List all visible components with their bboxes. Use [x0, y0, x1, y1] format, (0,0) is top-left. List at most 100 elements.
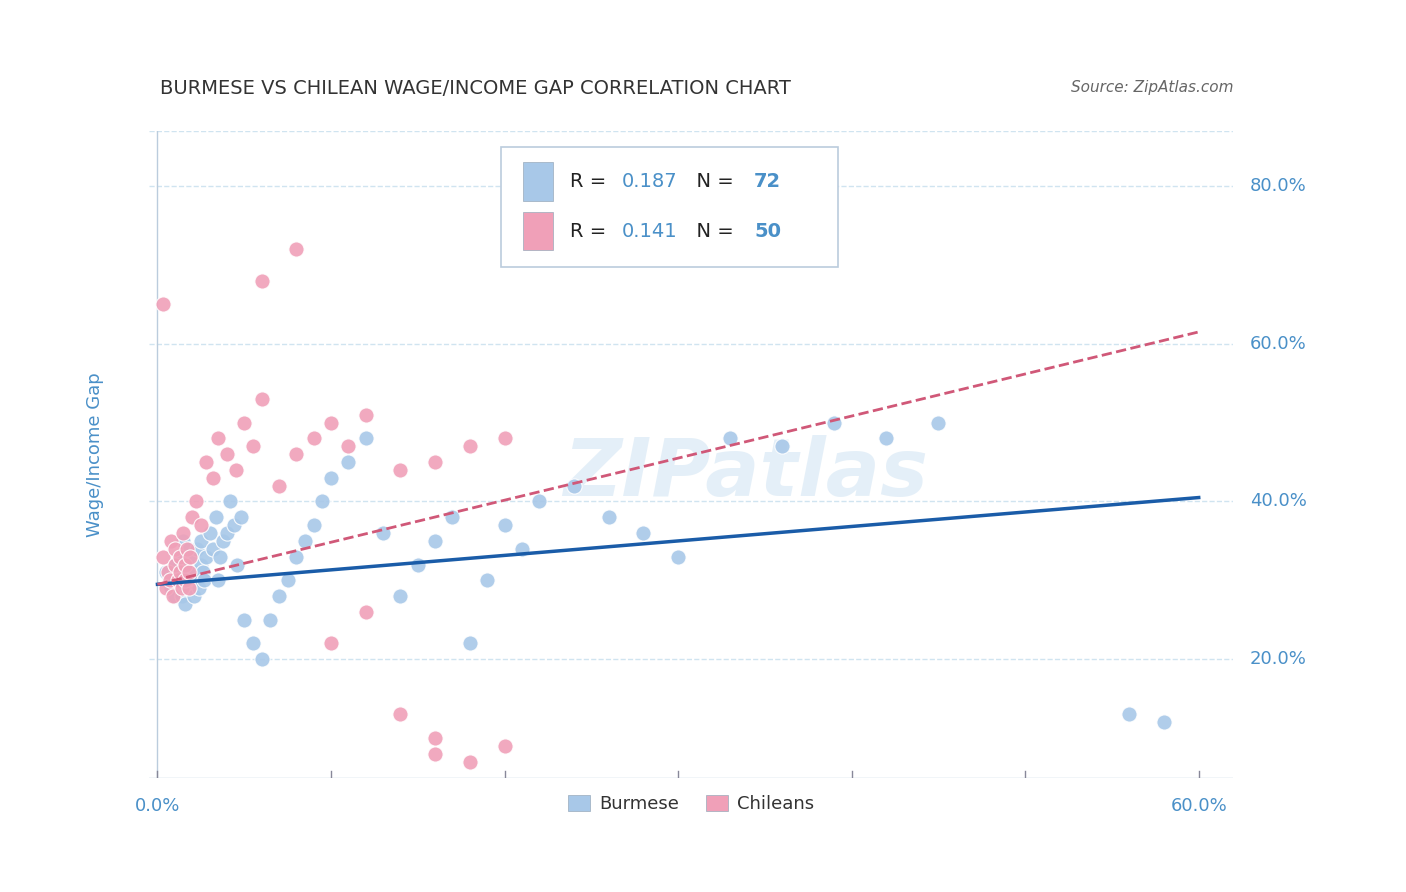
Text: 0.0%: 0.0%	[135, 797, 180, 815]
Point	[184, 574, 207, 588]
Point	[718, 431, 741, 445]
Point	[302, 518, 325, 533]
Point	[598, 510, 620, 524]
Point	[169, 549, 191, 564]
Point	[242, 439, 264, 453]
Text: Source: ZipAtlas.com: Source: ZipAtlas.com	[1071, 80, 1233, 95]
Point	[337, 455, 360, 469]
Point	[319, 636, 342, 650]
Point	[163, 558, 186, 572]
Point	[666, 549, 689, 564]
Point	[494, 431, 516, 445]
Point	[162, 589, 184, 603]
Point	[294, 533, 316, 548]
Point	[458, 755, 481, 769]
Point	[207, 574, 229, 588]
Point	[225, 463, 247, 477]
Point	[250, 274, 273, 288]
Point	[1118, 707, 1140, 722]
FancyBboxPatch shape	[523, 161, 554, 201]
Point	[155, 566, 177, 580]
Point	[181, 549, 204, 564]
Point	[250, 652, 273, 666]
Point	[371, 526, 394, 541]
Text: 0.141: 0.141	[621, 221, 678, 241]
Point	[163, 541, 186, 556]
Point	[173, 574, 195, 588]
Point	[190, 558, 212, 572]
Point	[181, 510, 204, 524]
FancyBboxPatch shape	[502, 147, 838, 267]
Point	[222, 518, 245, 533]
Point	[183, 589, 205, 603]
Text: 60.0%: 60.0%	[1250, 334, 1306, 352]
Point	[177, 566, 200, 580]
Text: 0.187: 0.187	[621, 172, 678, 191]
Point	[267, 589, 290, 603]
Text: 80.0%: 80.0%	[1250, 177, 1306, 195]
Point	[389, 707, 412, 722]
Point	[215, 447, 238, 461]
Point	[201, 541, 224, 556]
Point	[302, 431, 325, 445]
Point	[770, 439, 793, 453]
Point	[233, 613, 256, 627]
Point	[160, 533, 183, 548]
Point	[152, 549, 174, 564]
Text: R =: R =	[569, 221, 612, 241]
Point	[494, 518, 516, 533]
Point	[160, 581, 183, 595]
Point	[176, 541, 198, 556]
Point	[277, 574, 299, 588]
Point	[173, 533, 195, 548]
Text: R =: R =	[569, 172, 612, 191]
Point	[177, 581, 200, 595]
Point	[184, 494, 207, 508]
Text: 40.0%: 40.0%	[1250, 492, 1306, 510]
Point	[163, 589, 186, 603]
Point	[259, 613, 281, 627]
Point	[174, 574, 197, 588]
Text: 72: 72	[754, 172, 782, 191]
Point	[219, 494, 242, 508]
Point	[198, 526, 221, 541]
Point	[201, 471, 224, 485]
Point	[423, 533, 446, 548]
Point	[311, 494, 333, 508]
Point	[337, 439, 360, 453]
FancyBboxPatch shape	[523, 211, 554, 251]
Point	[167, 574, 190, 588]
Point	[233, 416, 256, 430]
Point	[927, 416, 949, 430]
Point	[823, 416, 845, 430]
Point	[510, 541, 533, 556]
Point	[195, 455, 218, 469]
Point	[191, 566, 214, 580]
Text: N =: N =	[683, 172, 740, 191]
Point	[529, 494, 551, 508]
Point	[163, 558, 186, 572]
Point	[179, 574, 201, 588]
Point	[226, 558, 249, 572]
Point	[177, 541, 200, 556]
Point	[176, 581, 198, 595]
Point	[152, 297, 174, 311]
Text: Wage/Income Gap: Wage/Income Gap	[86, 372, 104, 537]
Point	[354, 431, 377, 445]
Point	[423, 731, 446, 745]
Point	[212, 533, 235, 548]
Point	[188, 581, 211, 595]
Text: 50: 50	[754, 221, 780, 241]
Point	[250, 392, 273, 406]
Point	[319, 416, 342, 430]
Point	[186, 541, 208, 556]
Point	[179, 549, 201, 564]
Point	[208, 549, 231, 564]
Point	[633, 526, 655, 541]
Point	[205, 510, 228, 524]
Point	[423, 455, 446, 469]
Point	[354, 605, 377, 619]
Point	[174, 558, 197, 572]
Point	[181, 581, 204, 595]
Point	[190, 518, 212, 533]
